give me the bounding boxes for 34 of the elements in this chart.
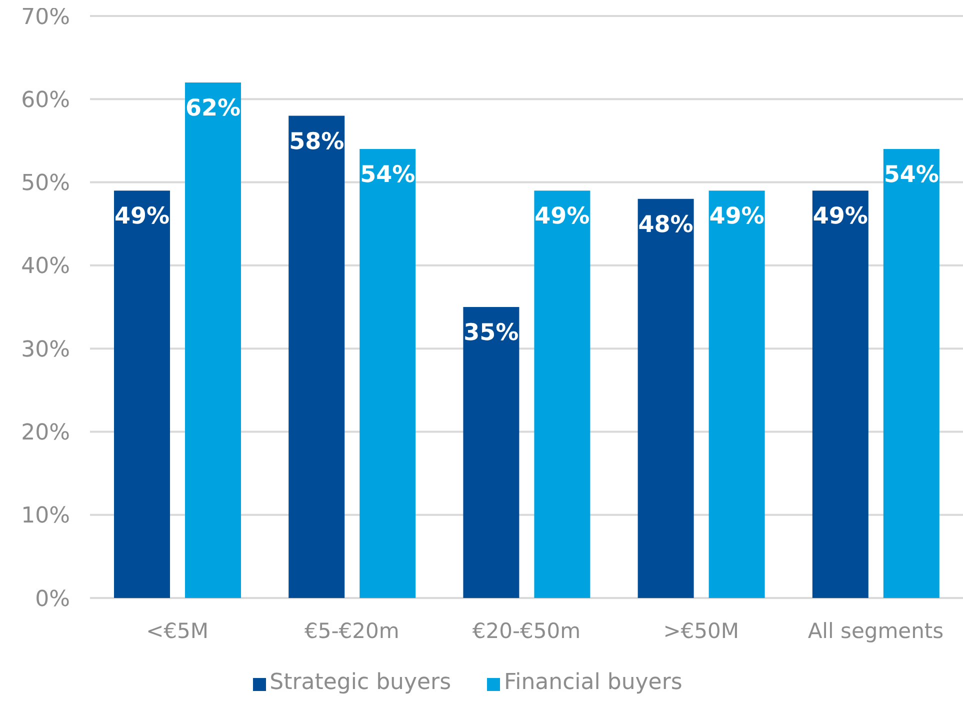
bar xyxy=(883,149,940,598)
x-tick-label: <€5M xyxy=(146,618,209,643)
bar xyxy=(114,190,170,598)
data-label: 49% xyxy=(812,204,868,230)
bar xyxy=(812,190,868,598)
y-tick-label: 40% xyxy=(21,254,70,280)
bar xyxy=(534,190,590,598)
data-label: 48% xyxy=(638,212,694,238)
y-tick-label: 60% xyxy=(21,88,70,113)
data-label: 35% xyxy=(464,320,519,346)
bar xyxy=(463,307,520,598)
data-label: 54% xyxy=(360,162,416,188)
x-tick-label: >€50M xyxy=(663,618,739,643)
y-tick-label: 50% xyxy=(21,171,70,196)
data-label: 54% xyxy=(884,162,939,188)
data-label: 58% xyxy=(289,128,344,155)
data-label: 49% xyxy=(114,204,170,230)
data-label: 62% xyxy=(185,96,241,122)
data-label: 49% xyxy=(709,204,764,230)
y-tick-label: 10% xyxy=(21,504,70,529)
data-label: 49% xyxy=(534,204,590,230)
x-tick-label: €20-€50m xyxy=(472,618,581,643)
bar xyxy=(185,82,241,598)
y-tick-label: 20% xyxy=(21,420,70,446)
bar xyxy=(708,190,765,598)
bar xyxy=(638,198,694,598)
y-tick-label: 0% xyxy=(35,586,70,612)
x-tick-label: All segments xyxy=(808,618,944,643)
y-tick-label: 30% xyxy=(21,337,70,362)
legend-label: Strategic buyers xyxy=(270,670,452,695)
x-tick-label: €5-€20m xyxy=(304,618,400,643)
bar xyxy=(360,149,416,598)
bar xyxy=(288,116,345,598)
legend-label: Financial buyers xyxy=(504,670,684,695)
